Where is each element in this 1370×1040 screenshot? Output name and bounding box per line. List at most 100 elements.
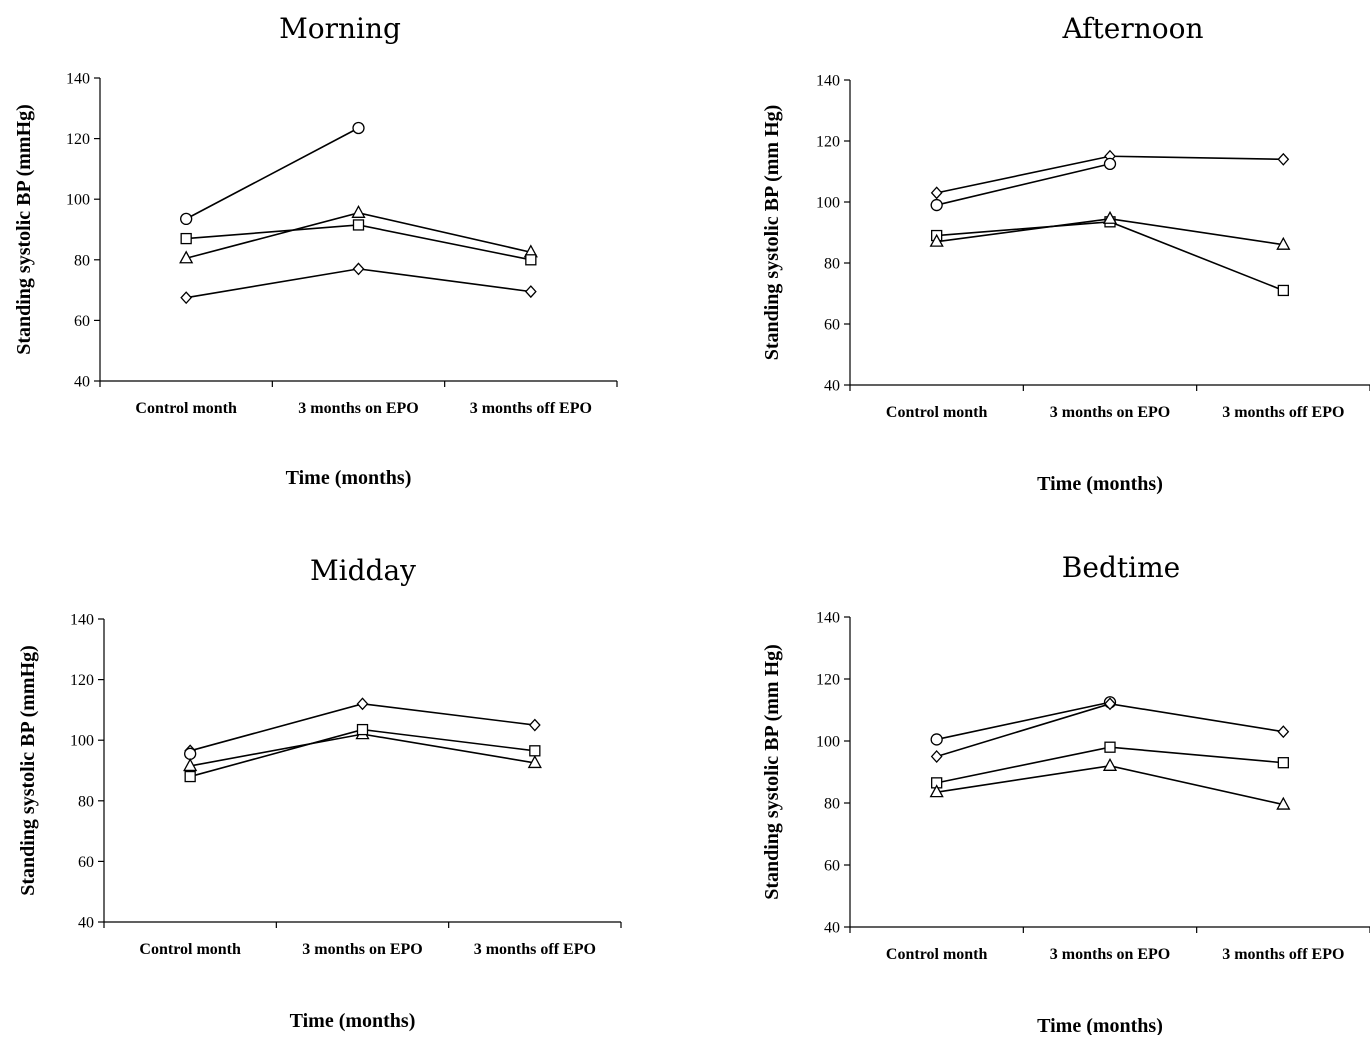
chart-title: Midday <box>310 554 416 587</box>
y-axis-label: Standing systolic BP (mmHg) <box>13 104 35 355</box>
diamond-marker <box>1277 152 1290 166</box>
y-tick-label: 120 <box>816 134 840 151</box>
y-tick-label: 100 <box>816 734 840 751</box>
chart-panel-1: Afternoon 40 60 80 100 120 140 Control month 3 m… <box>761 12 1370 495</box>
chart-panel-2: Midday 40 60 80 100 120 140 Control month 3 mont… <box>17 554 622 1032</box>
triangle-marker <box>527 755 542 769</box>
triangle-marker <box>1276 796 1291 810</box>
y-tick-label: 40 <box>78 915 94 932</box>
x-tick-label: Control month <box>135 400 237 417</box>
y-axis-label: Standing systolic BP (mm Hg) <box>761 105 783 361</box>
x-tick-label: Control month <box>886 404 988 421</box>
x-tick-label: Control month <box>886 946 988 963</box>
x-tick-label: 3 months off EPO <box>1222 946 1344 963</box>
y-tick-label: 60 <box>824 858 840 875</box>
series-triangle <box>929 210 1291 250</box>
series-line <box>936 163 1111 206</box>
circle-marker <box>930 198 943 212</box>
diamond-marker <box>528 718 541 732</box>
y-tick-label: 80 <box>824 796 840 813</box>
triangle-marker <box>1276 236 1291 250</box>
series-line <box>185 127 359 220</box>
y-tick-label: 100 <box>70 733 94 750</box>
y-axis-label: Standing systolic BP (mm Hg) <box>761 644 783 900</box>
square-marker <box>525 254 537 266</box>
x-axis-label: Time (months) <box>1037 473 1163 495</box>
triangle-marker <box>1102 210 1118 224</box>
x-tick-label: 3 months off EPO <box>474 941 596 958</box>
y-tick-label: 100 <box>66 192 90 209</box>
y-tick-label: 100 <box>816 195 840 212</box>
x-axis-label: Time (months) <box>286 467 412 489</box>
y-tick-label: 40 <box>824 920 840 937</box>
y-tick-label: 80 <box>824 256 840 273</box>
square-marker <box>529 745 541 757</box>
series-square <box>931 216 1289 297</box>
y-tick-label: 140 <box>66 71 90 88</box>
circle-marker <box>184 747 197 760</box>
x-tick-label: 3 months off EPO <box>470 400 592 417</box>
x-tick-label: 3 months on EPO <box>1050 404 1170 421</box>
chart-title: Afternoon <box>1061 12 1203 45</box>
y-tick-label: 120 <box>816 672 840 689</box>
y-tick-label: 120 <box>66 131 90 148</box>
circle-marker <box>352 121 365 135</box>
y-tick-label: 80 <box>78 793 94 810</box>
diamond-marker <box>930 750 943 763</box>
y-tick-label: 60 <box>74 313 90 330</box>
square-marker <box>180 232 192 245</box>
y-tick-label: 140 <box>816 73 840 90</box>
y-tick-label: 120 <box>70 672 94 689</box>
y-tick-label: 40 <box>824 378 840 395</box>
x-axis-label: Time (months) <box>290 1010 416 1032</box>
diamond-marker <box>180 291 193 305</box>
series-diamond <box>930 697 1290 763</box>
series-line <box>936 701 1111 741</box>
diamond-marker <box>1104 697 1116 711</box>
x-tick-label: 3 months off EPO <box>1222 404 1344 421</box>
square-marker <box>184 770 196 783</box>
diamond-marker <box>1277 725 1290 739</box>
diamond-marker <box>524 285 537 299</box>
diamond-marker <box>930 186 943 200</box>
triangle-marker <box>351 204 366 218</box>
chart-panel-3: Bedtime 40 60 80 100 120 140 Control month 3 mon… <box>761 551 1370 1037</box>
chart-title: Bedtime <box>1062 551 1180 584</box>
y-tick-label: 60 <box>78 854 94 871</box>
square-marker <box>1277 284 1289 297</box>
series-circle <box>930 157 1117 212</box>
x-axis-label: Time (months) <box>1037 1015 1163 1035</box>
y-tick-label: 40 <box>74 374 90 391</box>
series-line <box>936 221 1284 292</box>
y-axis-label: Standing systolic BP (mmHg) <box>17 645 39 896</box>
y-tick-label: 140 <box>816 610 840 627</box>
x-tick-label: 3 months on EPO <box>298 400 418 417</box>
series-circle <box>184 747 197 760</box>
diamond-marker <box>356 697 369 711</box>
series-square <box>931 741 1289 789</box>
square-marker <box>356 723 369 736</box>
series-circle <box>180 121 365 226</box>
triangle-marker <box>929 233 944 247</box>
square-marker <box>1277 757 1289 769</box>
triangle-marker <box>929 784 944 798</box>
series-triangle <box>929 757 1291 810</box>
series-diamond <box>180 262 537 305</box>
y-tick-label: 60 <box>824 317 840 334</box>
chart-title: Morning <box>279 12 401 45</box>
triangle-marker <box>183 758 198 772</box>
triangle-marker <box>1102 757 1118 771</box>
circle-marker <box>1103 157 1117 171</box>
x-tick-label: 3 months on EPO <box>302 941 422 958</box>
series-circle <box>930 696 1117 746</box>
chart-panel-0: Morning 40 60 80 100 120 140 Control month 3 mon… <box>13 12 618 489</box>
series-square <box>180 219 537 266</box>
diamond-marker <box>352 262 365 276</box>
circle-marker <box>930 733 943 746</box>
y-tick-label: 80 <box>74 252 90 269</box>
circle-marker <box>180 212 193 226</box>
series-triangle <box>179 204 538 264</box>
square-marker <box>1104 741 1116 753</box>
